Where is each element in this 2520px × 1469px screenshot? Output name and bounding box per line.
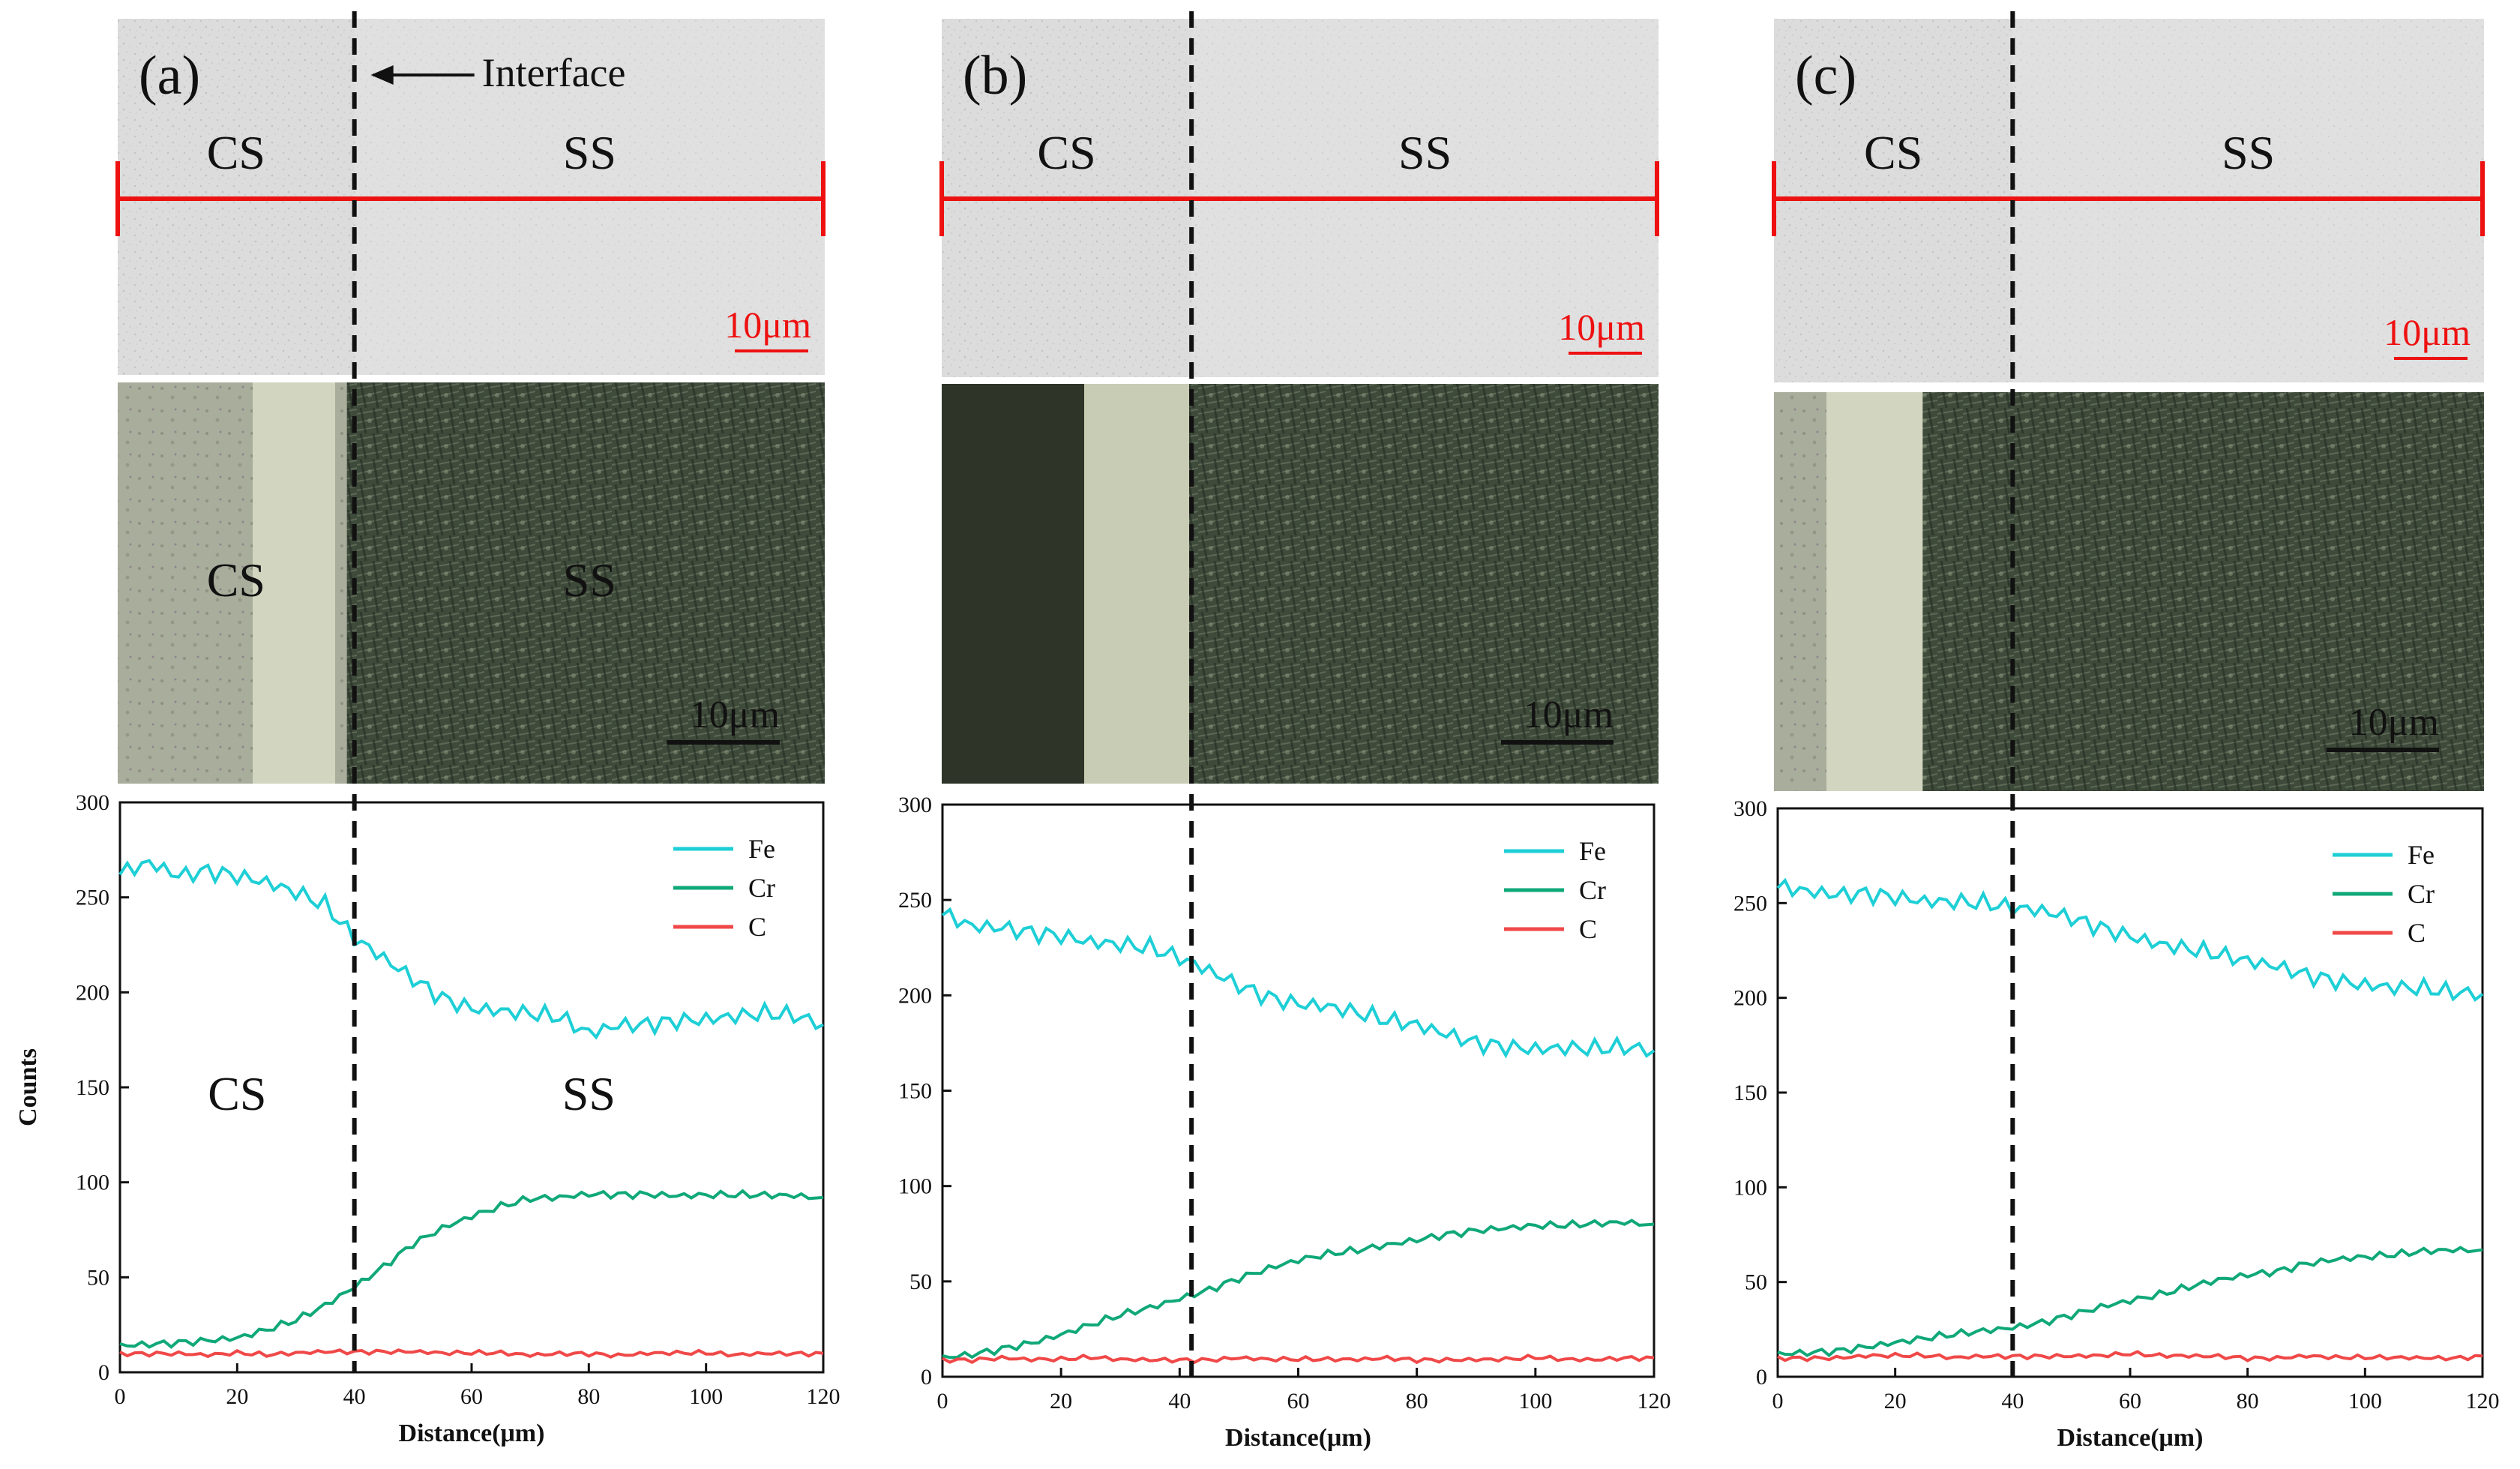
x-tick-label: 100 — [689, 1384, 723, 1409]
y-tick-label: 100 — [76, 1171, 109, 1195]
legend-label-fe: Fe — [1579, 836, 1606, 866]
x-tick-label: 120 — [2466, 1389, 2500, 1414]
x-axis-label: Distance(μm) — [1225, 1424, 1371, 1452]
x-axis-label: Distance(μm) — [2057, 1424, 2204, 1452]
y-tick-label: 100 — [1733, 1175, 1767, 1200]
om-band-0 — [253, 382, 335, 784]
panel-b: (b)CS SS 10μm 10μm 0 50 100 150 200 250 300 0 20 40 60… — [898, 11, 1671, 1452]
y-tick-label: 300 — [1733, 796, 1767, 821]
om-ss-grains — [346, 382, 826, 784]
om-label-ss: SS — [563, 553, 616, 607]
x-tick-label: 0 — [115, 1384, 126, 1409]
om-scale-bar-label: 10μm — [690, 694, 780, 736]
x-tick-label: 80 — [1406, 1389, 1428, 1414]
y-tick-label: 250 — [898, 888, 932, 913]
sem-label-cs: CS — [1864, 126, 1922, 179]
om-scale-bar-label: 10μm — [1524, 694, 1614, 736]
om-ss-grains — [1189, 384, 1659, 784]
x-axis-label: Distance(μm) — [399, 1420, 545, 1447]
y-tick-label: 200 — [1733, 986, 1767, 1011]
x-tick-label: 120 — [1638, 1389, 1671, 1414]
y-tick-label: 0 — [98, 1360, 109, 1385]
sem-scale-bar-label: 10μm — [1558, 306, 1645, 348]
y-tick-label: 250 — [1733, 891, 1767, 916]
sem-label-ss: SS — [1398, 126, 1452, 179]
y-tick-label: 50 — [87, 1265, 109, 1290]
panel-label: (c) — [1795, 45, 1856, 106]
interface-label: Interface — [482, 50, 626, 95]
legend-label-c: C — [1579, 914, 1597, 944]
y-tick-label: 50 — [909, 1270, 932, 1294]
y-tick-label: 300 — [898, 793, 932, 817]
series-line-fe — [941, 907, 1656, 1059]
om-label-cs: CS — [207, 553, 265, 607]
sem-label-cs: CS — [1037, 126, 1095, 179]
panel-c: (c)CS SS 10μm 10μm 0 50 100 150 200 250 300 0 20 40 60… — [1733, 11, 2500, 1452]
y-tick-label: 200 — [76, 980, 109, 1005]
series-line-cr — [119, 1189, 824, 1349]
x-tick-label: 60 — [2119, 1389, 2141, 1414]
x-tick-label: 120 — [807, 1384, 840, 1409]
x-tick-label: 100 — [1518, 1389, 1552, 1414]
y-tick-label: 300 — [76, 790, 109, 815]
x-tick-label: 0 — [1772, 1389, 1784, 1414]
series-line-c — [1777, 1350, 2483, 1363]
x-tick-label: 20 — [1884, 1389, 1907, 1414]
legend-label-cr: Cr — [2408, 879, 2435, 909]
legend-label-c: C — [2408, 918, 2426, 948]
y-tick-label: 150 — [76, 1075, 109, 1100]
legend-label-cr: Cr — [1579, 875, 1606, 905]
legend-label-c: C — [748, 912, 766, 942]
interface-arrow-head — [370, 65, 394, 85]
y-tick-label: 100 — [898, 1174, 932, 1199]
sem-scale-bar-label: 10μm — [2384, 311, 2471, 353]
om-ss-grains — [1922, 392, 2484, 791]
plot-label-cs: CS — [208, 1067, 266, 1120]
x-tick-label: 80 — [577, 1384, 600, 1409]
sem-label-cs: CS — [207, 126, 265, 179]
sem-label-ss: SS — [563, 126, 616, 179]
om-band-1 — [1084, 384, 1189, 784]
x-tick-label: 20 — [1050, 1389, 1072, 1414]
series-line-cr — [942, 1219, 1655, 1360]
legend-label-cr: Cr — [748, 873, 775, 903]
x-tick-label: 40 — [1168, 1389, 1191, 1414]
legend-label-fe: Fe — [2408, 840, 2435, 870]
y-axis-label: Counts — [14, 1048, 42, 1126]
series-line-fe — [118, 859, 824, 1040]
x-tick-label: 40 — [343, 1384, 366, 1409]
x-tick-label: 60 — [460, 1384, 483, 1409]
x-tick-label: 80 — [2237, 1389, 2259, 1414]
y-tick-label: 150 — [898, 1079, 932, 1104]
panel-label: (a) — [139, 45, 200, 106]
series-line-c — [942, 1354, 1655, 1365]
y-tick-label: 150 — [1733, 1081, 1767, 1105]
x-tick-label: 20 — [226, 1384, 248, 1409]
x-tick-label: 60 — [1287, 1389, 1310, 1414]
om-band-0 — [942, 384, 1084, 784]
x-tick-label: 100 — [2348, 1389, 2382, 1414]
legend-label-fe: Fe — [748, 834, 775, 864]
y-tick-label: 0 — [1756, 1365, 1767, 1390]
panel-label: (b) — [963, 45, 1027, 106]
series-line-cr — [1777, 1246, 2483, 1358]
y-tick-label: 50 — [1745, 1270, 1767, 1295]
y-tick-label: 200 — [898, 983, 932, 1008]
sem-scale-bar-label: 10μm — [724, 304, 811, 346]
y-tick-label: 0 — [921, 1365, 932, 1390]
sem-label-ss: SS — [2222, 126, 2275, 179]
plot-label-ss: SS — [562, 1067, 616, 1120]
x-tick-label: 0 — [937, 1389, 948, 1414]
x-tick-label: 40 — [2001, 1389, 2024, 1414]
series-line-fe — [1776, 877, 2484, 1003]
series-line-c — [119, 1348, 824, 1359]
y-tick-label: 250 — [76, 886, 109, 910]
om-scale-bar-label: 10μm — [2349, 701, 2439, 744]
